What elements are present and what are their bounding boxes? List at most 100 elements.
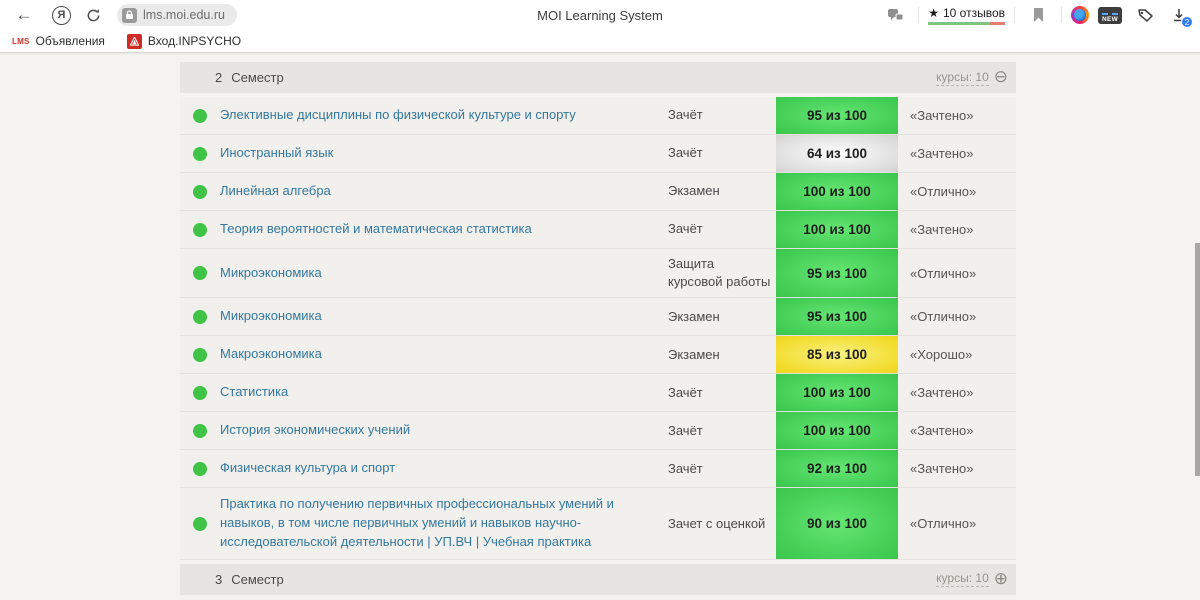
course-link[interactable]: Статистика — [220, 384, 289, 400]
status-dot-icon — [193, 222, 207, 237]
course-row: Элективные дисциплины по физической куль… — [180, 97, 1016, 135]
downloads-icon[interactable]: 2 — [1168, 4, 1193, 28]
assessment-type: Защита курсовой работы — [668, 256, 771, 290]
course-link[interactable]: Микроэкономика — [220, 308, 322, 324]
grade-label: «Отлично» — [910, 516, 977, 532]
score-badge: 92 из 100 — [776, 450, 898, 488]
course-link[interactable]: Микроэкономика — [220, 264, 322, 280]
course-row: Микроэкономика Экзамен 95 из 100 «Отличн… — [180, 298, 1016, 337]
grade-label: «Зачтено» — [910, 146, 974, 161]
semester-3-header: 3 Семестр курсы: 10 ⊕ — [180, 563, 1016, 595]
semester-3-courses-link[interactable]: курсы: 10 — [936, 571, 989, 588]
yandex-logo-icon[interactable]: Я — [52, 5, 71, 25]
assessment-type: Зачёт — [668, 221, 703, 237]
course-row: Практика по получению первичных професси… — [180, 488, 1016, 560]
status-dot-icon — [193, 385, 207, 400]
course-link[interactable]: Практика по получению первичных професси… — [220, 496, 614, 550]
semester-2-header: 2 Семестр курсы: 10 ⊖ — [180, 62, 1016, 93]
grade-label: «Отлично» — [910, 309, 977, 325]
status-dot-icon — [193, 516, 207, 531]
reviews-label: 10 отзывов — [942, 5, 1005, 20]
status-dot-icon — [193, 266, 207, 281]
assessment-type: Зачёт — [668, 145, 703, 161]
status-dot-icon — [193, 184, 207, 199]
course-link[interactable]: Теория вероятностей и математическая ста… — [220, 221, 532, 237]
extension-browser-icon[interactable] — [1071, 6, 1089, 24]
grade-label: «Зачтено» — [910, 385, 974, 401]
bookmarks-bar: LMS Объявления Вход.INPSYCHO — [0, 30, 1200, 53]
score-badge: 95 из 100 — [776, 249, 898, 298]
lms-page-content: 2 Семестр курсы: 10 ⊖ Элективные дисципл… — [0, 53, 1200, 599]
bookmark-announcements[interactable]: LMS Объявления — [12, 34, 105, 48]
status-dot-icon — [193, 461, 207, 476]
score-badge: 90 из 100 — [776, 488, 898, 559]
score-badge: 100 из 100 — [776, 412, 898, 450]
assessment-type: Зачёт — [668, 384, 703, 400]
course-row: Физическая культура и спорт Зачёт 92 из … — [180, 450, 1016, 489]
lock-icon — [122, 7, 137, 23]
course-row: История экономических учений Зачёт 100 и… — [180, 412, 1016, 451]
assessment-type: Зачет с оценкой — [668, 515, 766, 531]
extension-new-icon[interactable]: NEW — [1098, 6, 1122, 24]
grades-table: 2 Семестр курсы: 10 ⊖ Элективные дисципл… — [180, 62, 1016, 595]
lms-logo-icon: LMS — [12, 36, 30, 46]
score-badge: 95 из 100 — [776, 97, 898, 134]
course-link[interactable]: Элективные дисциплины по физической куль… — [220, 107, 576, 123]
score-badge: 100 из 100 — [776, 374, 898, 412]
assessment-type: Зачёт — [668, 107, 703, 123]
course-row: Теория вероятностей и математическая ста… — [180, 211, 1016, 249]
assessment-type: Экзамен — [668, 183, 720, 199]
status-dot-icon — [193, 309, 207, 324]
address-bar[interactable]: lms.moi.edu.ru — [117, 4, 237, 26]
course-link[interactable]: Иностранный язык — [220, 145, 334, 161]
grade-label: «Зачтено» — [910, 222, 974, 237]
url-text: lms.moi.edu.ru — [143, 8, 225, 22]
status-dot-icon — [193, 347, 207, 362]
course-row: Макроэкономика Экзамен 85 из 100 «Хорошо… — [180, 336, 1016, 375]
course-row: Статистика Зачёт 100 из 100 «Зачтено» — [180, 374, 1016, 413]
bookmark-inpsycho[interactable]: Вход.INPSYCHO — [126, 33, 241, 49]
course-row: Микроэкономика Защита курсовой работы 95… — [180, 249, 1016, 299]
course-row: Линейная алгебра Экзамен 100 из 100 «Отл… — [180, 173, 1016, 211]
assessment-type: Зачёт — [668, 460, 703, 476]
status-dot-icon — [193, 146, 207, 161]
status-dot-icon — [193, 108, 207, 123]
score-badge: 95 из 100 — [776, 298, 898, 336]
grade-label: «Зачтено» — [910, 108, 974, 123]
expand-semester-icon[interactable]: ⊕ — [993, 568, 1008, 589]
grade-label: «Отлично» — [910, 184, 977, 199]
scrollbar-thumb[interactable] — [1195, 243, 1200, 476]
browser-toolbar: MOI Learning System ← Я lms.moi.edu.ru — [0, 0, 1200, 30]
star-icon: ★ — [928, 5, 939, 20]
score-badge: 100 из 100 — [776, 211, 898, 248]
semester-2-courses-link[interactable]: курсы: 10 — [936, 69, 989, 86]
toolbar-divider — [1014, 7, 1015, 23]
score-badge: 85 из 100 — [776, 336, 898, 374]
score-badge: 64 из 100 — [776, 135, 898, 172]
toolbar-divider — [1061, 7, 1062, 23]
course-rows: Элективные дисциплины по физической куль… — [180, 97, 1016, 560]
score-badge: 100 из 100 — [776, 173, 898, 210]
assessment-type: Зачёт — [668, 422, 703, 438]
grade-label: «Хорошо» — [910, 347, 973, 363]
back-icon[interactable]: ← — [15, 5, 33, 24]
refresh-icon[interactable] — [79, 2, 107, 28]
downloads-badge: 2 — [1181, 16, 1193, 28]
toolbar-divider — [918, 7, 920, 23]
course-link[interactable]: Линейная алгебра — [220, 183, 331, 199]
tag-extension-icon[interactable] — [1131, 2, 1159, 28]
grade-label: «Зачтено» — [910, 461, 974, 477]
share-comments-icon[interactable] — [881, 2, 909, 28]
course-link[interactable]: Макроэкономика — [220, 346, 322, 362]
grade-label: «Зачтено» — [910, 423, 974, 439]
collapse-semester-icon[interactable]: ⊖ — [993, 67, 1008, 87]
site-reviews-button[interactable]: ★ 10 отзывов — [928, 6, 1005, 25]
course-row: Иностранный язык Зачёт 64 из 100 «Зачтен… — [180, 135, 1016, 173]
grade-label: «Отлично» — [910, 265, 977, 281]
course-link[interactable]: Физическая культура и спорт — [220, 460, 396, 476]
bookmark-flag-icon[interactable] — [1024, 2, 1052, 28]
assessment-type: Экзамен — [668, 308, 720, 324]
crest-icon — [126, 33, 142, 49]
status-dot-icon — [193, 423, 207, 438]
course-link[interactable]: История экономических учений — [220, 422, 411, 438]
